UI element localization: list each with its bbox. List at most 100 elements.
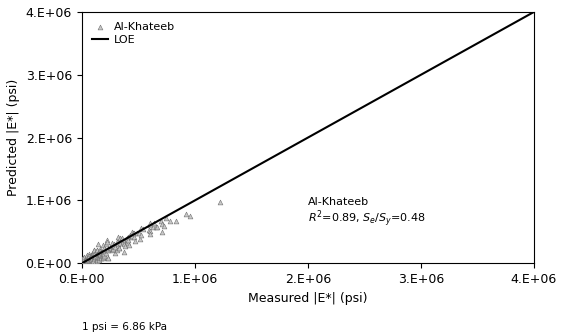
Al-Khateeb [81,259,90,265]
Al-Khateeb [130,230,139,236]
Text: 1 psi = 6.86 kPa: 1 psi = 6.86 kPa [82,322,167,332]
Al-Khateeb [120,243,129,249]
Al-Khateeb [97,255,106,261]
Al-Khateeb [107,246,116,251]
Al-Khateeb [80,260,89,265]
Al-Khateeb [90,253,99,258]
Al-Khateeb [97,256,106,261]
Al-Khateeb [157,230,166,235]
Al-Khateeb [82,252,91,258]
Al-Khateeb [90,247,99,252]
Al-Khateeb [103,248,112,253]
Al-Khateeb [80,261,89,266]
Al-Khateeb [90,254,99,260]
Al-Khateeb [108,246,117,251]
Al-Khateeb [109,241,118,247]
Al-Khateeb [94,249,103,254]
Al-Khateeb [144,227,153,233]
Al-Khateeb [134,231,143,236]
Al-Khateeb [139,226,148,231]
Al-Khateeb [80,255,89,260]
Al-Khateeb [151,224,160,229]
Al-Khateeb [87,260,96,265]
Al-Khateeb [79,255,88,260]
Al-Khateeb [103,247,112,252]
Al-Khateeb [122,237,131,242]
Al-Khateeb [146,231,155,237]
Al-Khateeb [120,238,129,243]
Al-Khateeb [148,224,157,230]
Al-Khateeb [126,232,135,237]
Al-Khateeb [98,250,107,255]
Al-Khateeb [92,258,102,264]
Al-Khateeb [159,223,168,229]
Legend: Al-Khateeb, LOE: Al-Khateeb, LOE [87,17,179,49]
Al-Khateeb [98,250,107,255]
Al-Khateeb [96,253,105,258]
Al-Khateeb [89,258,98,263]
Al-Khateeb [91,254,100,259]
Al-Khateeb [119,239,128,245]
Al-Khateeb [145,222,154,227]
Al-Khateeb [82,255,91,260]
Al-Khateeb [95,257,104,263]
Al-Khateeb [81,259,90,265]
Al-Khateeb [88,253,97,258]
Al-Khateeb [85,259,94,264]
Al-Khateeb [92,255,102,260]
Al-Khateeb [85,259,94,265]
Al-Khateeb [86,257,95,262]
Al-Khateeb [172,218,181,224]
Al-Khateeb [103,255,112,261]
Al-Khateeb [123,237,132,242]
Al-Khateeb [78,259,87,264]
Al-Khateeb [81,257,90,262]
Al-Khateeb [113,241,122,247]
Al-Khateeb [78,260,87,265]
Al-Khateeb [104,255,113,260]
Al-Khateeb [96,250,105,255]
Al-Khateeb [127,233,136,239]
Al-Khateeb [124,240,133,245]
Al-Khateeb [122,235,131,240]
Al-Khateeb [182,211,191,216]
Al-Khateeb [92,257,102,262]
Al-Khateeb [81,260,90,266]
Al-Khateeb [104,246,113,252]
Al-Khateeb [87,252,96,257]
Al-Khateeb [84,252,93,257]
Al-Khateeb [120,249,129,255]
Al-Khateeb [129,234,138,239]
Al-Khateeb [78,256,87,261]
Al-Khateeb [157,221,166,227]
Al-Khateeb [90,253,99,258]
Al-Khateeb [85,258,94,263]
Al-Khateeb [82,261,91,266]
Al-Khateeb [135,237,144,242]
Al-Khateeb [95,252,104,257]
Al-Khateeb [113,248,122,253]
Al-Khateeb [82,253,91,259]
Al-Khateeb [88,255,97,260]
Al-Khateeb [120,242,129,247]
Al-Khateeb [94,241,103,247]
Al-Khateeb [81,261,90,266]
Al-Khateeb [90,254,99,259]
Al-Khateeb [81,258,90,264]
Al-Khateeb [97,249,106,254]
Al-Khateeb [85,253,94,258]
Al-Khateeb [127,229,136,234]
Al-Khateeb [81,255,90,260]
Al-Khateeb [86,258,95,263]
Al-Khateeb [83,256,92,262]
Al-Khateeb [80,261,89,266]
Al-Khateeb [127,235,136,240]
Al-Khateeb [82,261,91,266]
Al-Khateeb [90,260,99,265]
Al-Khateeb [79,260,88,266]
Al-Khateeb [185,213,194,219]
Al-Khateeb [93,255,102,260]
Al-Khateeb [78,257,87,262]
Al-Khateeb [94,255,103,260]
Al-Khateeb [108,241,117,246]
